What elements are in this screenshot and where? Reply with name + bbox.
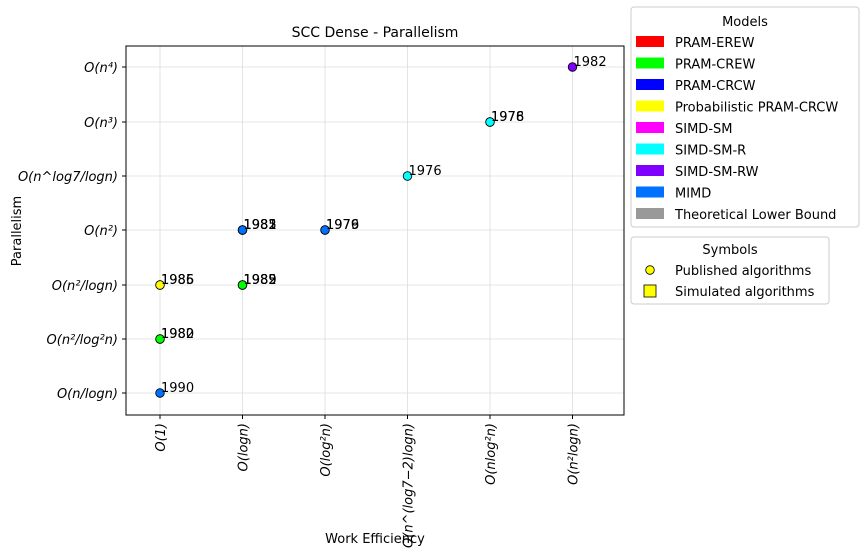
legend-entry-label: SIMD-SM-R [675,144,746,159]
legend-models-frame [630,6,860,228]
point-label: 1982 [244,273,277,288]
legend-swatch [636,122,664,133]
legend-swatch [636,165,664,176]
x-tick-label: O(nlog²n) [484,423,499,485]
x-tick-label: O(1) [154,423,169,452]
point-label: 1985 [244,273,277,288]
point-label: 1986 [161,273,194,288]
legend-entry-label: Theoretical Lower Bound [674,208,836,223]
legend-swatch [636,186,664,198]
point-label: 1982 [574,55,607,70]
y-tick-label: O(n²) [84,224,118,239]
x-axis: O(1) O(logn) O(log²n) O(n^(log7−2)logn) O(nl… [154,415,582,548]
point-label: 1985 [161,273,194,288]
data-point [567,62,578,72]
y-tick-label: O(n²/log²n) [47,333,118,348]
legend-entry-label: SIMD-SM [675,122,732,137]
legend-swatch [636,143,664,155]
y-tick-label: O(n²/logn) [52,279,118,294]
legend-swatch [636,57,664,69]
legend-square-marker [643,284,657,298]
plot-frame [125,45,625,416]
data-point [237,225,248,235]
data-point [485,117,495,127]
point-label: 1976 [326,218,359,233]
y-axis: O(n/logn) O(n²/log²n) O(n²/logn) O(n²) O(n^l… [18,61,126,402]
data-point [155,334,165,344]
point-label: 1989 [244,273,277,288]
y-tick-label: O(n⁴) [84,61,118,76]
data-point [155,388,165,398]
point-label: 1979 [326,218,359,233]
y-tick-label: O(n/logn) [57,387,118,402]
legend-models: Models PRAM-EREW PRAM-CREW PRAM-CRCW Probabi… [630,6,860,228]
point-label: 1982 [161,327,194,342]
legend-swatch [636,208,664,219]
data-point [320,225,330,235]
legend-entry-label: PRAM-CREW [675,58,755,73]
grid [126,46,624,415]
data-point [237,280,248,290]
legend-symbols: Symbols Published algorithms Simulated alg… [630,236,830,305]
y-axis-label: Parallelism [10,196,25,266]
x-tick-label: O(log²n) [319,423,334,477]
point-label: 1980 [161,327,194,342]
x-axis-label: Work Efficiency [325,532,425,547]
point-label: 1990 [161,381,194,396]
data-point [155,280,165,290]
legend-entry-label: PRAM-EREW [675,36,755,51]
legend-entry-label: Simulated algorithms [675,285,815,300]
y-tick-label: O(n^log7/logn) [18,170,118,185]
legend-swatch [636,79,664,90]
legend-swatch [636,36,664,47]
legend-entry-label: SIMD-SM-RW [675,165,759,180]
point-label: 1985 [244,218,277,233]
point-label: 1976 [409,164,442,179]
legend-swatch [636,100,664,112]
chart-title: SCC Dense - Parallelism [292,25,459,41]
legend-symbols-title: Symbols [702,243,757,258]
legend-entry-label: Probabilistic PRAM-CRCW [675,101,838,116]
legend-symbols-frame [630,236,830,305]
point-label: 1982 [244,218,277,233]
legend-entry-label: Published algorithms [675,264,811,279]
x-tick-label: O(logn) [237,423,252,471]
legend-entry-label: MIMD [675,187,711,202]
y-tick-label: O(n³) [84,116,118,131]
point-label: 1981 [244,218,277,233]
point-label: 1976 [491,110,524,125]
x-tick-label: O(n^(log7−2)logn) [402,423,417,548]
point-label: 1978 [491,110,524,125]
legend-models-title: Models [722,15,768,30]
x-tick-label: O(n²logn) [567,423,582,485]
legend-entry-label: PRAM-CRCW [675,79,756,94]
legend-circle-marker [645,265,655,275]
data-point [402,171,413,181]
